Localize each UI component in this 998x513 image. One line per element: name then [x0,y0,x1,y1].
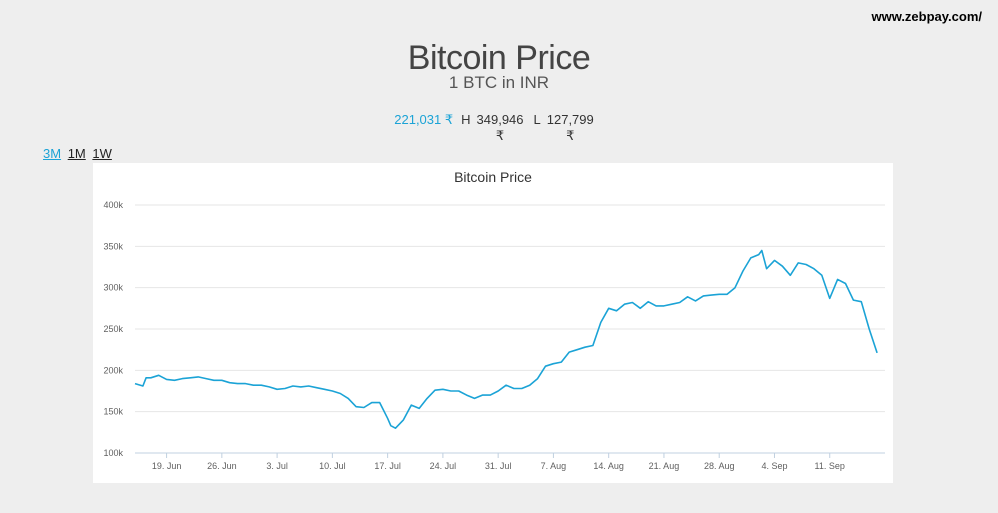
x-tick-label: 19. Jun [152,461,182,471]
x-axis: 19. Jun 26. Jun 3. Jul 10. Jul 17. Jul 24. Ju… [152,453,845,471]
x-tick-label: 4. Sep [761,461,787,471]
y-tick-label: 350k [103,241,123,251]
x-tick-label: 7. Aug [541,461,567,471]
low-price-value: 127,799 [546,112,594,127]
grid-lines [135,204,885,413]
high-price: 349,946 ₹ [477,112,524,144]
page-subtitle: 1 BTC in INR [448,73,550,92]
y-tick-label: 400k [103,200,123,210]
high-label: H [461,112,471,127]
y-tick-label: 200k [103,365,123,375]
range-3m-link[interactable]: 3M [43,146,62,161]
y-tick-label: 150k [103,407,123,417]
y-tick-label: 250k [103,324,123,334]
price-series-line [134,249,878,429]
x-tick-label: 28. Aug [704,461,735,471]
x-tick-label: 26. Jun [207,461,237,471]
low-price: 127,799 ₹ [547,112,594,144]
range-1w-link[interactable]: 1W [92,146,112,161]
high-price-value: 349,946 [476,112,524,127]
low-price-currency: ₹ [566,128,575,143]
high-price-currency: ₹ [495,128,505,143]
x-tick-label: 24. Jul [430,461,457,471]
x-tick-label: 11. Sep [815,461,845,471]
y-axis: 100k 150k 200k 250k 300k 350k 400k [103,200,123,458]
x-tick-label: 14. Aug [593,461,624,471]
y-tick-label: 300k [103,283,123,293]
y-tick-label: 100k [103,448,123,458]
current-price: 221,031 ₹ [394,112,454,127]
low-label: L [533,112,541,127]
x-tick-label: 17. Jul [374,461,401,471]
price-chart-svg: Bitcoin Price 100k 150k 200k 250k 300k 350k 40… [103,169,885,471]
range-1m-link[interactable]: 1M [67,146,86,161]
x-tick-label: 10. Jul [319,461,346,471]
price-chart: Bitcoin Price 100k 150k 200k 250k 300k 350k 40… [93,163,893,483]
x-tick-label: 21. Aug [649,461,680,471]
chart-title: Bitcoin Price [454,169,532,185]
price-summary: 221,031 ₹ H 349,946 ₹ L 127,799 ₹ [0,112,998,144]
x-tick-label: 31. Jul [485,461,512,471]
x-tick-label: 3. Jul [266,461,288,471]
site-url[interactable]: www.zebpay.com/ [871,9,982,24]
page-title: Bitcoin Price [407,38,591,77]
range-selector: 3M 1M 1W [43,146,115,161]
